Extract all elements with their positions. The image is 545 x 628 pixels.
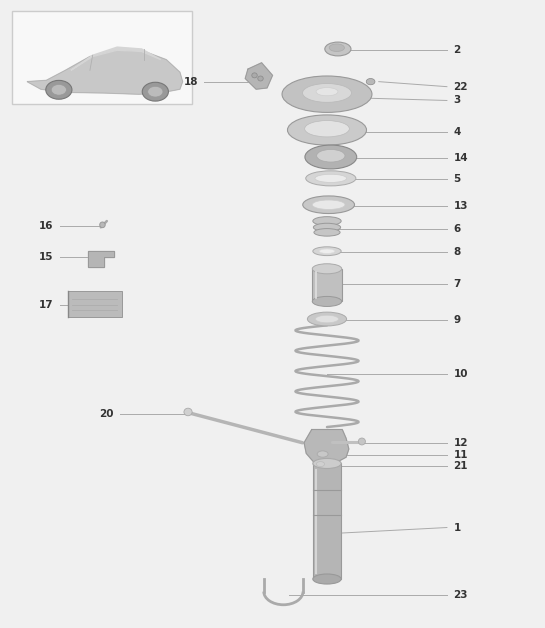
Bar — [68, 291, 122, 317]
Text: 11: 11 — [453, 450, 468, 460]
Text: 3: 3 — [453, 95, 461, 106]
Ellipse shape — [313, 247, 341, 256]
Ellipse shape — [329, 44, 344, 51]
Polygon shape — [245, 63, 272, 89]
Polygon shape — [71, 47, 161, 70]
Ellipse shape — [148, 86, 163, 97]
Ellipse shape — [317, 149, 345, 162]
Polygon shape — [304, 430, 349, 463]
Ellipse shape — [312, 264, 342, 274]
Bar — [12, 11, 192, 104]
Ellipse shape — [316, 87, 338, 95]
Ellipse shape — [306, 171, 356, 186]
Polygon shape — [88, 251, 114, 267]
Bar — [313, 463, 341, 579]
Ellipse shape — [317, 451, 328, 457]
Ellipse shape — [258, 76, 263, 81]
Ellipse shape — [316, 462, 324, 467]
Text: 10: 10 — [453, 369, 468, 379]
Ellipse shape — [313, 217, 341, 225]
Ellipse shape — [366, 78, 375, 85]
Text: 14: 14 — [453, 153, 468, 163]
Ellipse shape — [314, 229, 340, 236]
Ellipse shape — [319, 249, 335, 253]
Ellipse shape — [313, 458, 341, 468]
Ellipse shape — [315, 174, 347, 182]
Text: 22: 22 — [453, 82, 468, 92]
Text: 9: 9 — [453, 315, 461, 325]
Ellipse shape — [303, 196, 355, 214]
Ellipse shape — [302, 84, 352, 102]
Text: 5: 5 — [453, 174, 461, 184]
Ellipse shape — [305, 121, 349, 137]
Text: 20: 20 — [99, 409, 113, 420]
Text: 6: 6 — [453, 224, 461, 234]
Ellipse shape — [312, 296, 342, 306]
Text: 1: 1 — [453, 522, 461, 533]
Ellipse shape — [252, 73, 257, 78]
Text: 13: 13 — [453, 201, 468, 211]
Ellipse shape — [359, 438, 366, 445]
Ellipse shape — [100, 222, 105, 228]
Ellipse shape — [313, 574, 341, 584]
Text: 15: 15 — [39, 252, 53, 263]
Ellipse shape — [288, 115, 367, 145]
Text: 4: 4 — [453, 127, 461, 137]
Ellipse shape — [305, 145, 356, 169]
Text: 12: 12 — [453, 438, 468, 448]
Ellipse shape — [313, 224, 341, 232]
Ellipse shape — [316, 315, 338, 323]
Text: 16: 16 — [39, 221, 53, 231]
Text: 8: 8 — [453, 247, 461, 257]
Text: 17: 17 — [39, 300, 53, 310]
Ellipse shape — [184, 408, 192, 416]
Ellipse shape — [307, 312, 347, 326]
Text: 18: 18 — [183, 77, 198, 87]
Ellipse shape — [142, 82, 168, 101]
Ellipse shape — [51, 84, 66, 95]
Text: 7: 7 — [453, 279, 461, 289]
Text: 23: 23 — [453, 590, 468, 600]
Ellipse shape — [312, 200, 345, 209]
Text: 21: 21 — [453, 461, 468, 471]
Ellipse shape — [282, 76, 372, 112]
Text: 2: 2 — [453, 45, 461, 55]
Ellipse shape — [325, 42, 351, 56]
Bar — [312, 269, 342, 301]
Polygon shape — [27, 50, 183, 94]
Ellipse shape — [46, 80, 72, 99]
